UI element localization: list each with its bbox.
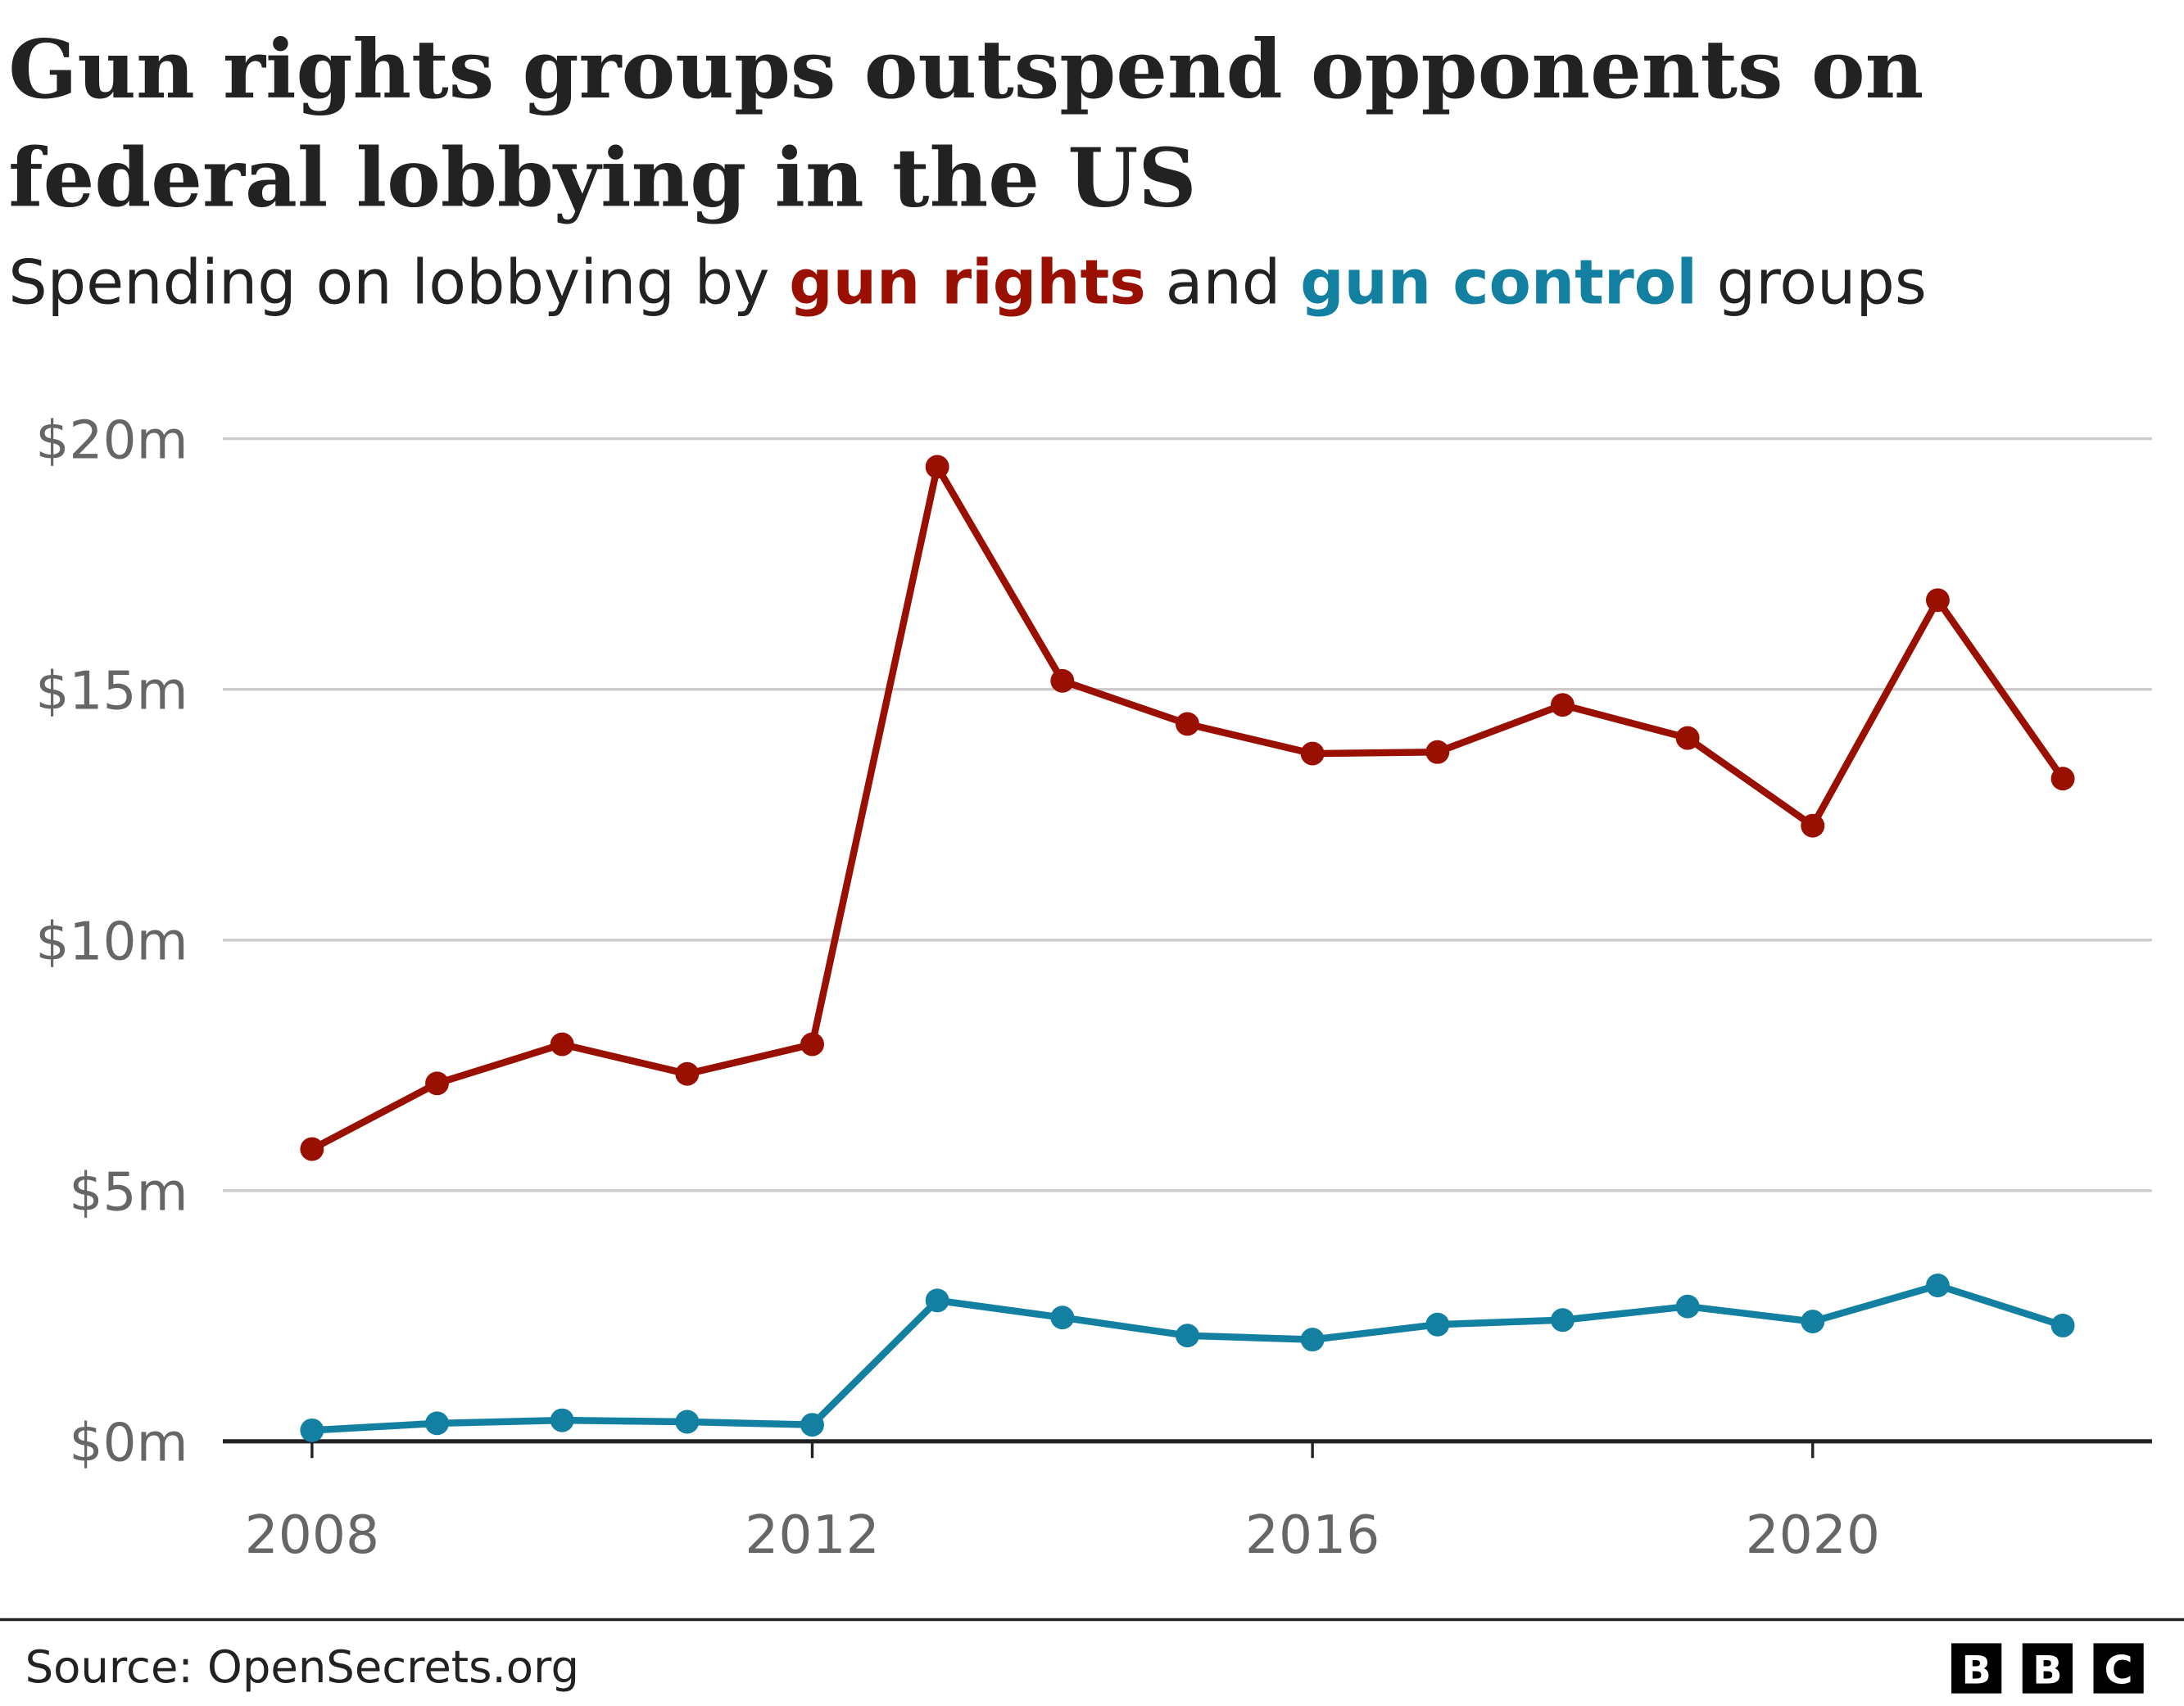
- data-point-gun-rights-2011: [675, 1061, 700, 1086]
- y-tick-label: $0m: [69, 1413, 188, 1474]
- subtitle-prefix: Spending on lobbying by: [8, 247, 789, 319]
- series-line-gun-control: [311, 1282, 2064, 1434]
- data-point-gun-control-2016: [1300, 1328, 1325, 1352]
- x-tick-label: 2012: [745, 1505, 879, 1566]
- chart-title-line-2: federal lobbying in the US: [8, 131, 1196, 226]
- x-tick-label: 2020: [1746, 1505, 1880, 1566]
- data-point-gun-rights-2022: [2050, 767, 2075, 791]
- data-point-gun-rights-2013: [925, 455, 949, 479]
- data-point-gun-rights-2019: [1675, 726, 1700, 750]
- data-point-gun-rights-2008: [300, 1137, 324, 1161]
- data-point-gun-control-2011: [675, 1410, 700, 1434]
- data-point-gun-rights-2016: [1300, 741, 1325, 766]
- data-point-gun-control-2018: [1550, 1308, 1575, 1333]
- data-point-gun-control-2008: [300, 1418, 324, 1442]
- data-point-gun-control-2012: [800, 1413, 824, 1437]
- y-tick-label: $15m: [35, 661, 188, 722]
- data-point-gun-rights-2010: [550, 1032, 574, 1057]
- data-point-gun-control-2009: [425, 1411, 449, 1436]
- data-point-gun-rights-2018: [1550, 693, 1575, 717]
- data-point-gun-control-2022: [2050, 1314, 2075, 1337]
- y-tick-label: $10m: [35, 912, 188, 973]
- data-point-gun-control-2020: [1801, 1310, 1825, 1334]
- subtitle-suffix: groups: [1697, 247, 1927, 319]
- data-point-gun-rights-2017: [1425, 740, 1450, 764]
- data-point-gun-rights-2020: [1801, 813, 1825, 838]
- y-tick-label: $5m: [69, 1162, 188, 1224]
- svg-text:B: B: [1962, 1649, 1991, 1694]
- svg-text:B: B: [2032, 1649, 2062, 1694]
- source-text: Source: OpenSecrets.org: [25, 1641, 579, 1693]
- data-point-gun-rights-2021: [1925, 588, 1950, 613]
- data-point-gun-control-2017: [1425, 1312, 1450, 1337]
- data-point-gun-control-2013: [925, 1288, 949, 1313]
- data-point-gun-rights-2012: [800, 1032, 824, 1057]
- data-point-gun-control-2021: [1925, 1274, 1950, 1297]
- data-point-gun-control-2010: [550, 1408, 574, 1432]
- series-line-gun-rights: [310, 463, 2066, 1152]
- x-tick-label: 2016: [1245, 1505, 1380, 1566]
- svg-text:C: C: [2105, 1649, 2133, 1694]
- x-axis: 2008 2012 2016 2020: [223, 1439, 2152, 1566]
- data-point-gun-rights-2014: [1050, 668, 1075, 693]
- x-tick-label: 2008: [245, 1505, 379, 1566]
- gridlines: [223, 437, 2152, 1192]
- data-point-gun-rights-2015: [1176, 712, 1199, 736]
- chart-title-line-1: Gun rights groups outspend opponents on: [8, 22, 1923, 117]
- data-point-gun-control-2019: [1675, 1294, 1700, 1319]
- subtitle-gun-rights: gun rights: [789, 247, 1146, 319]
- y-tick-label: $20m: [35, 410, 188, 471]
- bbc-logo: B B C: [1951, 1643, 2144, 1694]
- data-point-gun-control-2015: [1176, 1324, 1199, 1348]
- y-axis: $0m $5m $10m $15m $20m: [35, 410, 188, 1473]
- chart-subtitle: Spending on lobbying by gun rights and g…: [8, 247, 1927, 319]
- subtitle-gun-control: gun control: [1300, 247, 1697, 319]
- subtitle-middle: and: [1146, 247, 1300, 319]
- data-point-gun-rights-2009: [425, 1071, 449, 1096]
- series-layer: [300, 455, 2075, 1442]
- data-point-gun-control-2014: [1050, 1306, 1075, 1330]
